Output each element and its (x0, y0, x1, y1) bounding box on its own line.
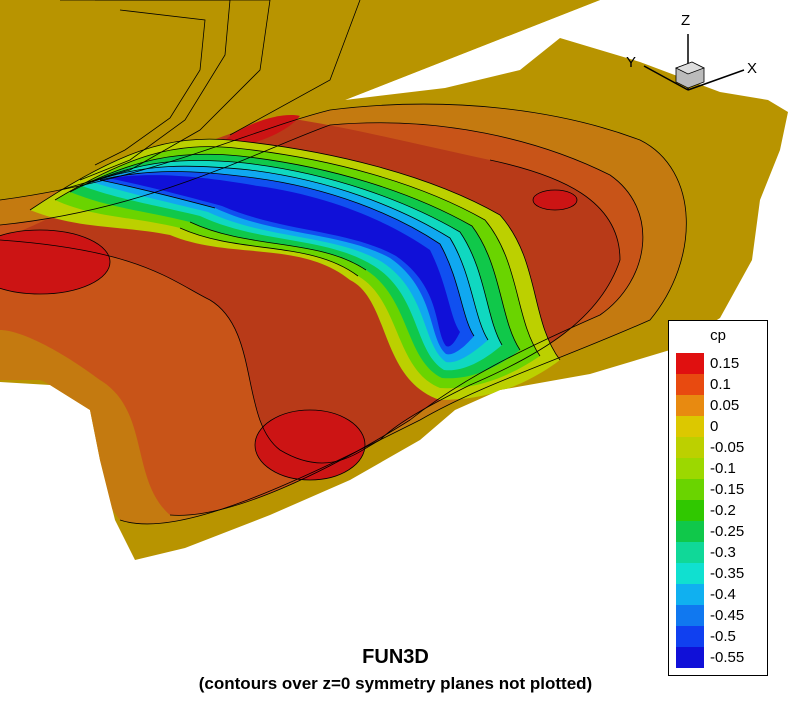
legend-swatch (676, 437, 704, 458)
legend-swatch (676, 584, 704, 605)
legend-label: -0.35 (710, 565, 745, 582)
axis-y-label: Y (626, 54, 636, 71)
legend: cp 0.15 0.1 0.05 0 -0.05 -0.1 -0.15 -0.2 -0.25 -0… (668, 320, 768, 676)
legend-label: 0.15 (710, 355, 740, 372)
legend-item: -0.3 (676, 542, 764, 563)
legend-label: -0.1 (710, 460, 736, 477)
legend-swatch (676, 563, 704, 584)
legend-label: -0.55 (710, 649, 745, 666)
legend-swatch (676, 521, 704, 542)
legend-title: cp (710, 327, 726, 344)
legend-label: -0.3 (710, 544, 736, 561)
legend-label: -0.15 (710, 481, 745, 498)
legend-label: -0.5 (710, 628, 736, 645)
legend-label: 0.05 (710, 397, 740, 414)
legend-swatch (676, 626, 704, 647)
legend-swatch (676, 395, 704, 416)
legend-item: 0.1 (676, 374, 764, 395)
legend-item: -0.2 (676, 500, 764, 521)
legend-swatch (676, 500, 704, 521)
legend-label: 0.1 (710, 376, 731, 393)
chart-title: FUN3D (362, 646, 429, 668)
legend-label: 0 (710, 418, 719, 435)
legend-item: 0.15 (676, 353, 764, 374)
upper-contour-lines (59, 0, 361, 191)
legend-item: -0.25 (676, 521, 764, 542)
legend-swatch (676, 374, 704, 395)
axis-z-label: Z (681, 12, 690, 29)
legend-label: -0.45 (710, 607, 745, 624)
legend-item: -0.45 (676, 605, 764, 626)
legend-swatch (676, 605, 704, 626)
legend-swatch (676, 353, 704, 374)
trough-core (108, 175, 460, 347)
legend-swatch (676, 542, 704, 563)
legend-item: 0 (676, 416, 764, 437)
contour-lines (0, 103, 687, 525)
legend-item: -0.1 (676, 458, 764, 479)
trough-band-6 (100, 171, 474, 355)
legend-item: -0.05 (676, 437, 764, 458)
legend-item: -0.4 (676, 584, 764, 605)
legend-item: -0.5 (676, 626, 764, 647)
chart-subtitle: (contours over z=0 symmetry planes not p… (198, 674, 593, 693)
red-spot-left (0, 230, 110, 294)
axis-x-label: X (747, 60, 757, 77)
red-spot-bottom (255, 410, 365, 480)
legend-swatch (676, 416, 704, 437)
legend-swatch (676, 647, 704, 668)
trough-band-5 (92, 166, 488, 363)
legend-label: -0.05 (710, 439, 745, 456)
legend-swatch (676, 458, 704, 479)
axes-triad: Z Y X (626, 12, 757, 91)
legend-item: 0.05 (676, 395, 764, 416)
legend-label: -0.25 (710, 523, 745, 540)
legend-item: -0.35 (676, 563, 764, 584)
legend-label: -0.2 (710, 502, 736, 519)
legend-swatch (676, 479, 704, 500)
legend-item: -0.55 (676, 647, 764, 668)
red-spot-right (533, 190, 577, 210)
legend-label: -0.4 (710, 586, 736, 603)
legend-item: -0.15 (676, 479, 764, 500)
